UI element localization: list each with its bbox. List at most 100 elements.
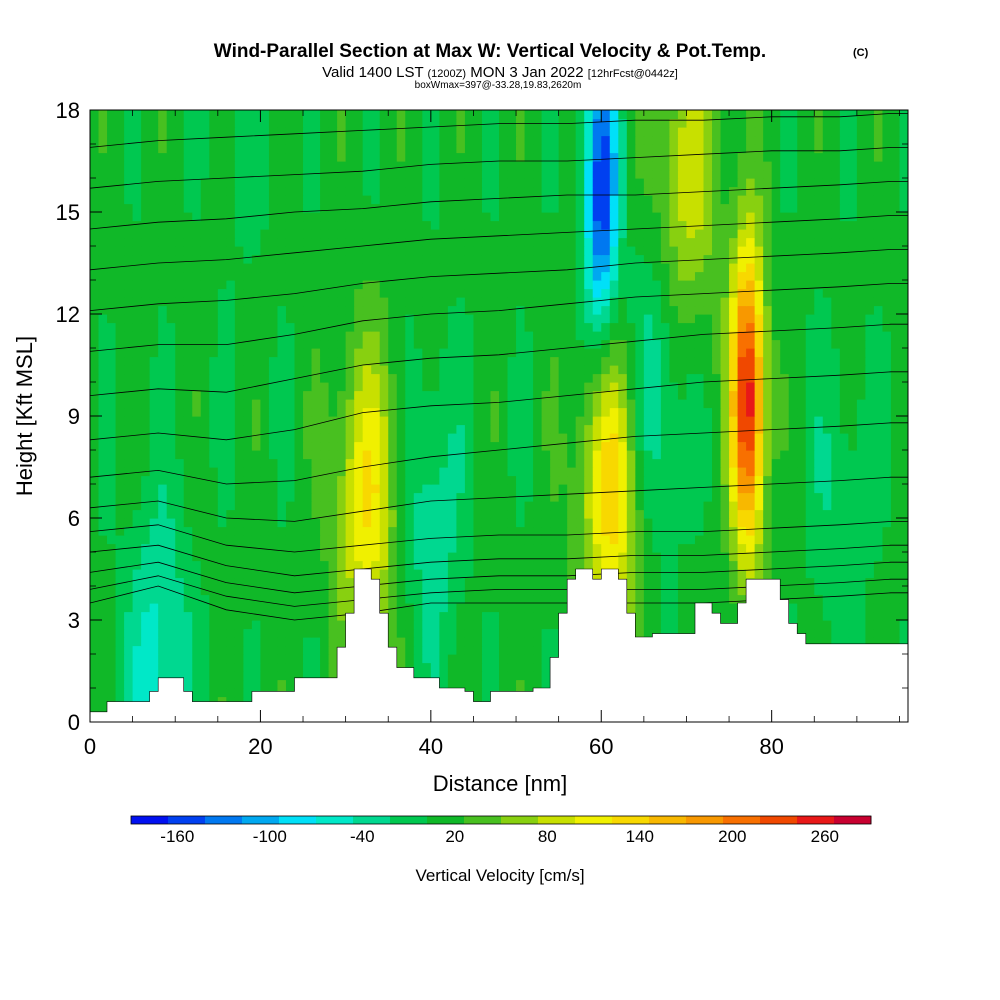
velocity-cell (873, 365, 884, 375)
velocity-cell (490, 433, 500, 443)
velocity-cell (592, 416, 602, 426)
velocity-cell (132, 433, 142, 443)
velocity-cell (192, 637, 202, 647)
velocity-cell (396, 475, 406, 485)
velocity-cell (873, 407, 884, 417)
velocity-cell (209, 577, 219, 587)
velocity-cell (141, 637, 151, 647)
velocity-cell (660, 501, 671, 511)
velocity-cell (575, 560, 585, 570)
velocity-cell (362, 280, 372, 290)
velocity-cell (464, 322, 475, 332)
velocity-cell (737, 399, 747, 409)
velocity-cell (192, 424, 202, 434)
velocity-cell (413, 628, 423, 638)
velocity-cell (763, 382, 773, 392)
velocity-cell (677, 314, 688, 324)
velocity-cell (294, 348, 304, 358)
velocity-cell (285, 484, 296, 494)
velocity-cell (669, 509, 679, 519)
velocity-cell (192, 518, 202, 528)
velocity-cell (822, 407, 832, 417)
velocity-cell (677, 450, 688, 460)
velocity-cell (464, 603, 475, 613)
velocity-cell (669, 399, 679, 409)
velocity-cell (856, 390, 866, 400)
velocity-cell (635, 382, 645, 392)
velocity-cell (703, 569, 713, 579)
velocity-cell (328, 637, 338, 647)
velocity-cell (200, 501, 210, 511)
velocity-cell (192, 305, 202, 315)
velocity-cell (890, 356, 901, 366)
velocity-cell (592, 433, 602, 443)
velocity-cell (516, 390, 526, 400)
velocity-cell (780, 407, 790, 417)
velocity-cell (268, 288, 279, 298)
velocity-cell (303, 569, 313, 579)
velocity-cell (209, 407, 219, 417)
velocity-cell (737, 492, 747, 502)
velocity-cell (362, 339, 372, 349)
velocity-cell (592, 390, 602, 400)
velocity-cell (447, 314, 457, 324)
velocity-cell (371, 348, 381, 358)
velocity-cell (703, 348, 713, 358)
velocity-cell (260, 475, 270, 485)
velocity-cell (601, 280, 611, 290)
velocity-cell (737, 467, 747, 477)
velocity-cell (149, 314, 159, 324)
velocity-cell (405, 501, 415, 511)
velocity-cell (260, 288, 270, 298)
velocity-cell (805, 399, 815, 409)
velocity-cell (345, 297, 355, 307)
velocity-cell (643, 484, 653, 494)
velocity-cell (660, 518, 671, 528)
velocity-cell (98, 501, 108, 511)
velocity-cell (694, 424, 705, 434)
velocity-cell (337, 577, 347, 587)
velocity-cell (243, 645, 253, 655)
velocity-cell (720, 297, 730, 307)
velocity-cell (856, 543, 866, 553)
velocity-cell (899, 356, 908, 366)
velocity-cell (481, 569, 492, 579)
velocity-cell (141, 416, 151, 426)
velocity-cell (703, 399, 713, 409)
velocity-cell (550, 645, 560, 655)
velocity-cell (90, 331, 100, 341)
velocity-cell (899, 322, 908, 332)
velocity-cell (422, 305, 432, 315)
velocity-cell (780, 356, 790, 366)
velocity-cell (388, 484, 398, 494)
velocity-cell (320, 620, 330, 630)
velocity-cell (124, 560, 134, 570)
velocity-cell (626, 603, 636, 613)
velocity-cell (149, 552, 159, 562)
velocity-cell (550, 484, 560, 494)
velocity-cell (226, 305, 236, 315)
velocity-cell (805, 611, 815, 621)
velocity-cell (609, 280, 619, 290)
velocity-cell (643, 280, 653, 290)
velocity-cell (677, 322, 688, 332)
velocity-cell (729, 509, 739, 519)
velocity-cell (567, 484, 577, 494)
velocity-cell (882, 535, 892, 545)
velocity-cell (507, 399, 517, 409)
velocity-cell (712, 603, 722, 613)
velocity-cell (686, 373, 696, 383)
velocity-cell (209, 331, 219, 341)
velocity-cell (490, 339, 500, 349)
velocity-cell (856, 416, 866, 426)
velocity-cell (839, 492, 849, 502)
velocity-cell (141, 518, 151, 528)
velocity-cell (780, 322, 790, 332)
velocity-cell (107, 526, 117, 536)
velocity-cell (822, 314, 832, 324)
velocity-cell (192, 365, 202, 375)
velocity-cell (550, 526, 560, 536)
velocity-cell (694, 288, 705, 298)
velocity-cell (115, 679, 125, 689)
velocity-cell (584, 560, 594, 570)
